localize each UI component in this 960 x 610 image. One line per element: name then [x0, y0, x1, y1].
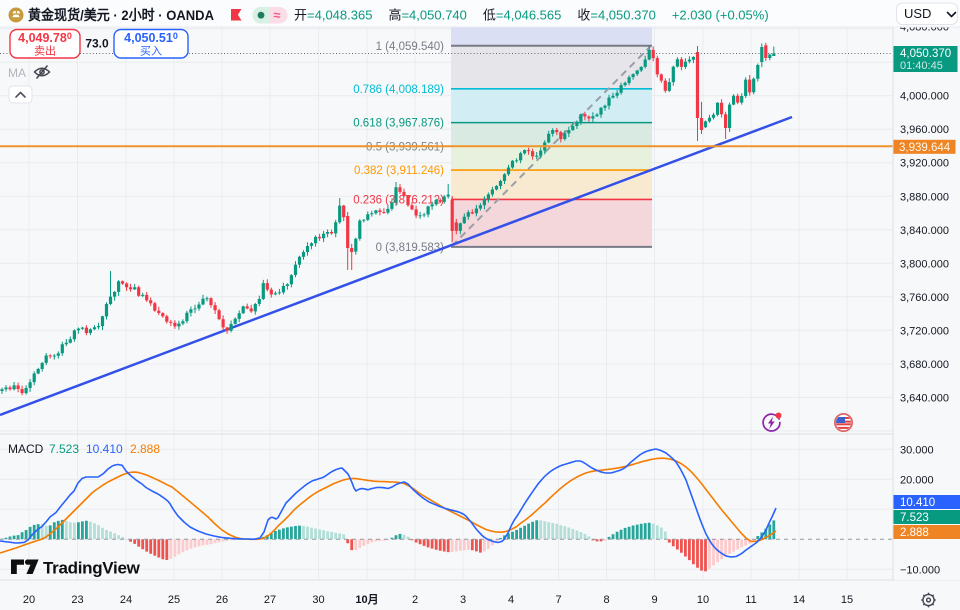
svg-text:黄金现货/美元 · 2小时 · OANDA: 黄金现货/美元 · 2小时 · OANDA [28, 7, 214, 23]
svg-text:2.888: 2.888 [130, 442, 160, 456]
svg-text:MACD: MACD [8, 442, 44, 456]
svg-text:20.000: 20.000 [900, 474, 934, 486]
svg-text:9: 9 [651, 594, 657, 606]
svg-text:3: 3 [460, 594, 466, 606]
svg-text:15: 15 [841, 594, 853, 606]
svg-text:TradingView: TradingView [43, 559, 141, 578]
svg-text:2.888: 2.888 [900, 527, 929, 539]
svg-text:3,760.000: 3,760.000 [900, 292, 949, 304]
svg-text:3,880.000: 3,880.000 [900, 191, 949, 203]
svg-text:14: 14 [793, 594, 805, 606]
svg-text:0.382 (3,911.246): 0.382 (3,911.246) [354, 165, 444, 177]
svg-text:10.410: 10.410 [900, 497, 935, 509]
svg-text:30: 30 [312, 594, 324, 606]
svg-text:−10.000: −10.000 [900, 564, 940, 576]
svg-text:26: 26 [216, 594, 228, 606]
svg-text:4,000.000: 4,000.000 [900, 91, 949, 103]
svg-text:4,050.510: 4,050.510 [124, 31, 178, 45]
svg-text:7: 7 [555, 594, 561, 606]
svg-text:8: 8 [603, 594, 609, 606]
svg-text:23: 23 [71, 594, 83, 606]
svg-text:3,960.000: 3,960.000 [900, 124, 949, 136]
svg-text:USD: USD [904, 6, 931, 21]
svg-text:7.523: 7.523 [49, 442, 79, 456]
svg-text:3,720.000: 3,720.000 [900, 325, 949, 337]
svg-text:25: 25 [168, 594, 180, 606]
svg-text:买入: 买入 [140, 45, 162, 58]
svg-text:73.0: 73.0 [85, 37, 109, 51]
svg-text:3,800.000: 3,800.000 [900, 258, 949, 270]
svg-text:3,920.000: 3,920.000 [900, 158, 949, 170]
svg-text:≈: ≈ [273, 8, 280, 23]
svg-text:10月: 10月 [355, 593, 378, 606]
svg-text:3,840.000: 3,840.000 [900, 225, 949, 237]
svg-text:卖出: 卖出 [34, 44, 56, 58]
svg-text:01:40:45: 01:40:45 [900, 60, 943, 72]
svg-text:10.410: 10.410 [86, 442, 123, 456]
svg-text:4,050.370: 4,050.370 [900, 48, 951, 60]
svg-text:0.236 (3,876.212): 0.236 (3,876.212) [353, 194, 444, 206]
svg-text:10: 10 [697, 594, 709, 606]
svg-text:2: 2 [412, 594, 418, 606]
svg-text:3,680.000: 3,680.000 [900, 359, 949, 371]
svg-text:0 (3,819.583): 0 (3,819.583) [376, 242, 445, 254]
svg-text:1 (4,059.540): 1 (4,059.540) [376, 41, 445, 53]
svg-text:11: 11 [745, 594, 756, 606]
svg-text:3,939.644: 3,939.644 [899, 142, 951, 154]
svg-text:0.786 (4,008.189): 0.786 (4,008.189) [353, 84, 444, 96]
svg-text:7.523: 7.523 [900, 512, 929, 524]
svg-text:24: 24 [120, 594, 132, 606]
svg-text:MA: MA [8, 66, 26, 80]
svg-text:27: 27 [264, 594, 276, 606]
svg-text:4: 4 [508, 594, 514, 606]
svg-text:30.000: 30.000 [900, 444, 934, 456]
svg-text:4,049.780: 4,049.780 [18, 31, 72, 45]
svg-text:20: 20 [23, 594, 35, 606]
svg-text:3,640.000: 3,640.000 [900, 392, 949, 404]
svg-text:0.618 (3,967.876): 0.618 (3,967.876) [353, 118, 444, 130]
